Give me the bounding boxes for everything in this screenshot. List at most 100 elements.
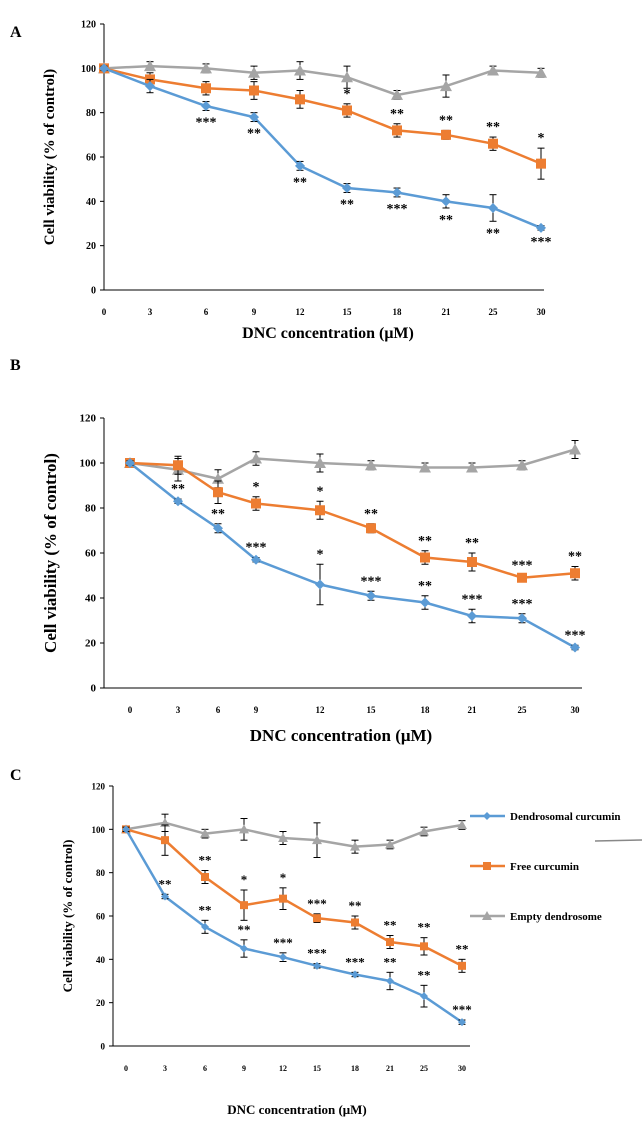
significance-stars: * bbox=[317, 484, 324, 499]
data-point bbox=[385, 839, 395, 849]
data-point bbox=[201, 83, 211, 94]
legend-marker bbox=[483, 862, 491, 870]
panel-label-c: C bbox=[10, 767, 22, 784]
significance-stars: ** bbox=[364, 507, 378, 522]
significance-stars: ** bbox=[199, 853, 212, 868]
data-point bbox=[294, 64, 306, 76]
y-axis-title: Cell viability (% of control) bbox=[42, 69, 58, 245]
data-point bbox=[420, 552, 430, 563]
x-tick-label: 6 bbox=[216, 705, 221, 715]
data-point bbox=[200, 828, 210, 838]
x-tick-label: 6 bbox=[204, 307, 209, 317]
data-point bbox=[161, 836, 169, 845]
data-point bbox=[249, 112, 259, 123]
x-tick-label: 25 bbox=[489, 307, 499, 317]
legend: Dendrosomal curcumin Free curcumin Empty d… bbox=[470, 811, 642, 923]
x-tick-label: 18 bbox=[393, 307, 403, 317]
data-point bbox=[201, 101, 211, 112]
data-point bbox=[440, 80, 452, 92]
y-tick-label: 120 bbox=[92, 782, 106, 792]
data-point bbox=[240, 944, 248, 953]
data-point bbox=[419, 826, 429, 836]
data-point bbox=[251, 554, 261, 565]
y-tick-label: 40 bbox=[86, 197, 96, 208]
significance-stars: *** bbox=[246, 541, 267, 556]
legend-callout-line bbox=[594, 839, 642, 842]
significance-stars: ** bbox=[418, 967, 431, 982]
x-axis-title: DNC concentration (μM) bbox=[227, 1102, 367, 1117]
significance-stars: ** bbox=[418, 534, 432, 549]
x-tick-label: 30 bbox=[537, 307, 547, 317]
data-point bbox=[441, 196, 451, 207]
data-point bbox=[516, 459, 528, 471]
series-line-free-curcumin bbox=[125, 828, 463, 967]
significance-stars: *** bbox=[307, 946, 327, 961]
data-point bbox=[419, 461, 431, 473]
legend-marker bbox=[482, 911, 492, 920]
data-point bbox=[517, 613, 527, 624]
data-point bbox=[341, 71, 353, 83]
significance-stars: ** bbox=[199, 902, 212, 917]
significance-stars: ** bbox=[159, 876, 172, 891]
x-tick-label: 25 bbox=[420, 1064, 428, 1073]
data-point bbox=[173, 496, 183, 507]
y-tick-label: 60 bbox=[85, 548, 97, 560]
significance-stars: *** bbox=[387, 202, 408, 217]
legend-marker bbox=[483, 812, 491, 820]
data-point bbox=[99, 63, 109, 74]
y-tick-label: 60 bbox=[86, 153, 96, 164]
significance-stars: ** bbox=[247, 127, 261, 142]
x-tick-label: 12 bbox=[316, 705, 326, 715]
legend-label: Dendrosomal curcumin bbox=[510, 811, 621, 823]
significance-stars: *** bbox=[531, 235, 552, 250]
data-point bbox=[315, 579, 325, 590]
x-tick-label: 15 bbox=[367, 705, 377, 715]
significance-stars: * bbox=[280, 870, 287, 885]
x-tick-label: 12 bbox=[279, 1064, 287, 1073]
data-point bbox=[366, 590, 376, 601]
data-point bbox=[279, 953, 287, 962]
x-tick-label: 15 bbox=[343, 307, 353, 317]
data-point bbox=[569, 443, 581, 455]
x-tick-label: 18 bbox=[351, 1064, 359, 1073]
y-tick-label: 120 bbox=[81, 20, 96, 31]
chart-b: 0 20 40 60 80 100 120 0 3 6 9 12 15 18 21 25 30 DNC conce… bbox=[41, 413, 586, 746]
data-point bbox=[201, 873, 209, 881]
significance-stars: *** bbox=[462, 592, 483, 607]
data-point bbox=[250, 452, 262, 464]
data-point bbox=[173, 460, 183, 471]
series-line-dendrosomal-curcumin bbox=[129, 462, 576, 649]
significance-stars: ** bbox=[418, 920, 431, 935]
data-point bbox=[467, 557, 477, 567]
data-point bbox=[517, 572, 527, 583]
data-point bbox=[295, 160, 305, 171]
data-point bbox=[458, 961, 466, 970]
x-tick-label: 25 bbox=[518, 705, 528, 715]
data-point bbox=[278, 833, 288, 842]
data-point bbox=[536, 222, 546, 233]
data-point bbox=[420, 992, 428, 1001]
significance-stars: * bbox=[317, 547, 324, 562]
series-line-empty-dendrosome bbox=[125, 821, 463, 848]
significance-stars: * bbox=[253, 480, 260, 495]
significance-stars: *** bbox=[512, 597, 533, 612]
data-point bbox=[570, 642, 580, 653]
data-point bbox=[295, 94, 305, 105]
x-tick-label: 18 bbox=[421, 705, 431, 715]
data-point bbox=[313, 914, 321, 923]
data-point bbox=[161, 892, 169, 901]
significance-stars: ** bbox=[349, 898, 362, 913]
data-point bbox=[535, 66, 547, 78]
data-point bbox=[536, 158, 546, 169]
data-point bbox=[457, 820, 467, 829]
x-tick-label: 3 bbox=[148, 307, 153, 317]
significance-stars: *** bbox=[361, 574, 382, 589]
y-tick-label: 40 bbox=[96, 955, 106, 965]
data-point bbox=[248, 66, 260, 78]
x-tick-label: 21 bbox=[468, 705, 478, 715]
y-tick-label: 80 bbox=[96, 868, 106, 878]
data-point bbox=[570, 568, 580, 579]
x-tick-label: 3 bbox=[163, 1064, 167, 1073]
chart-a: 0 20 40 60 80 100 120 0 3 6 9 12 15 18 21 25 30 DNC conce… bbox=[42, 20, 552, 343]
significance-stars: *** bbox=[307, 896, 327, 911]
